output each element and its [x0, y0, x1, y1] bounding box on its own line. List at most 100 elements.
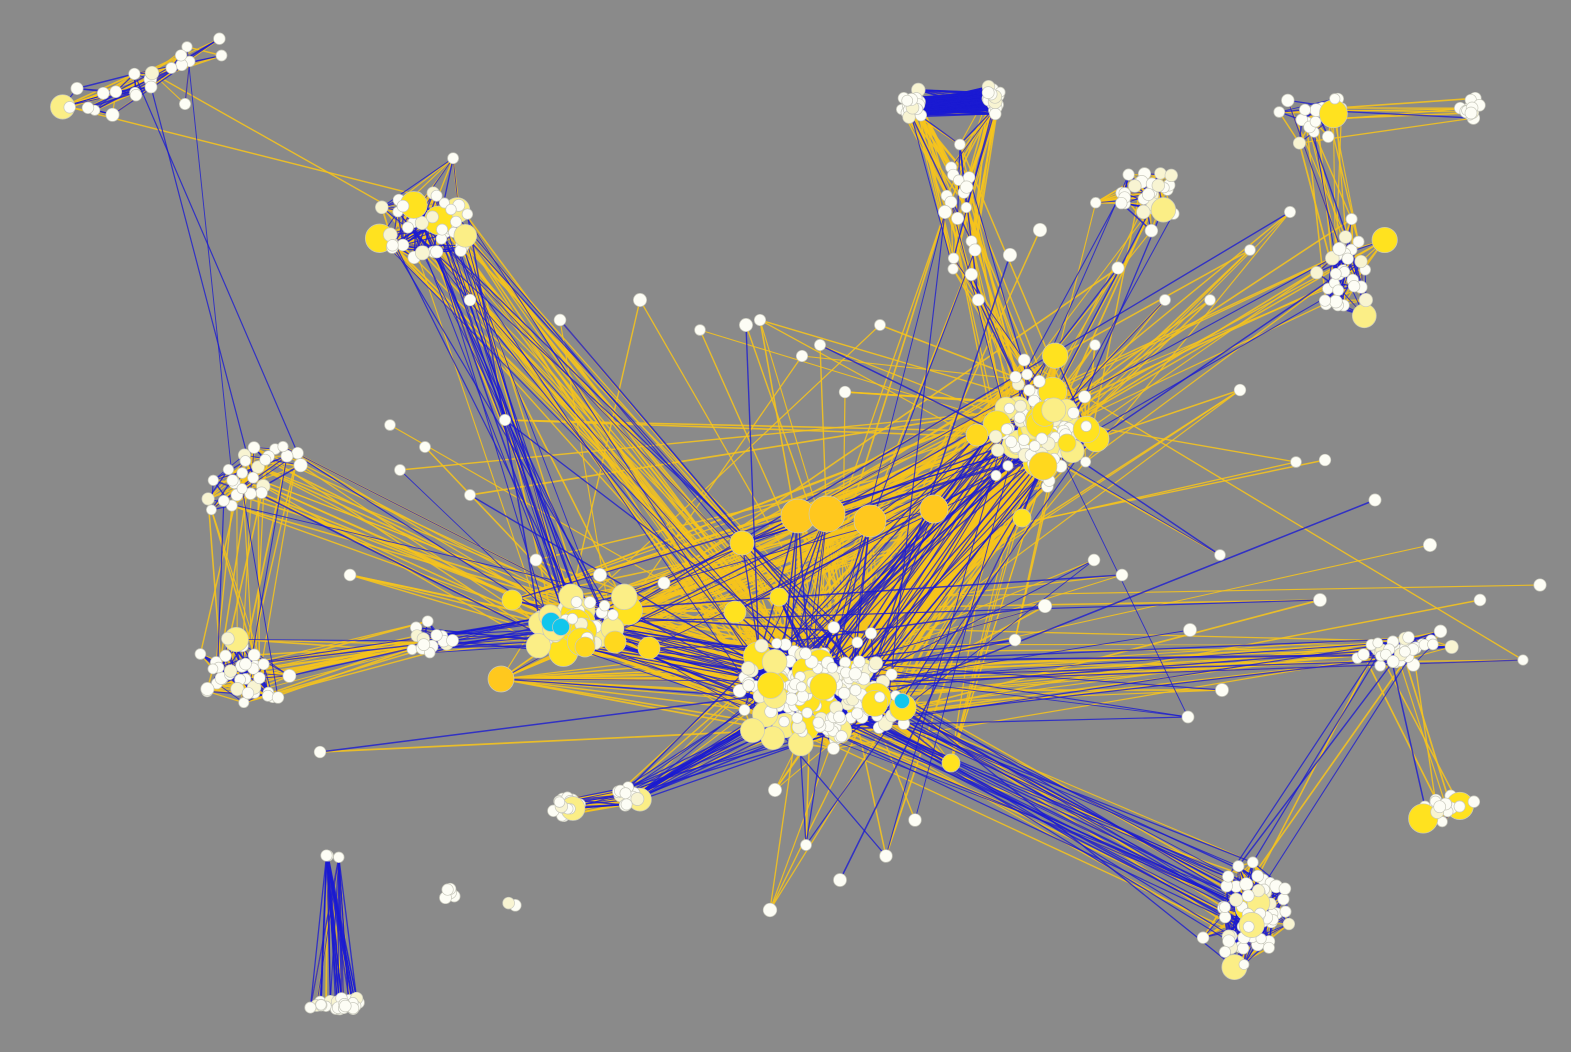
graph-node[interactable]: [619, 787, 632, 800]
graph-node[interactable]: [426, 210, 439, 224]
graph-node[interactable]: [741, 661, 756, 676]
graph-node[interactable]: [446, 634, 459, 647]
graph-node[interactable]: [1279, 905, 1292, 918]
graph-node[interactable]: [853, 504, 887, 538]
graph-node[interactable]: [1021, 368, 1033, 381]
graph-node[interactable]: [1003, 402, 1015, 414]
graph-node[interactable]: [1017, 353, 1031, 367]
graph-node[interactable]: [1141, 187, 1155, 201]
graph-node[interactable]: [401, 221, 414, 234]
graph-node[interactable]: [430, 629, 443, 642]
graph-node[interactable]: [769, 587, 789, 607]
graph-node[interactable]: [633, 293, 647, 307]
graph-node[interactable]: [453, 224, 478, 248]
graph-node[interactable]: [257, 658, 270, 671]
graph-node[interactable]: [951, 211, 965, 225]
graph-node[interactable]: [421, 615, 434, 628]
graph-node[interactable]: [1042, 342, 1069, 369]
graph-node[interactable]: [396, 238, 410, 252]
graph-node[interactable]: [1473, 593, 1487, 607]
graph-node[interactable]: [1032, 375, 1046, 388]
graph-node[interactable]: [1290, 456, 1302, 468]
graph-node[interactable]: [657, 576, 671, 590]
graph-node[interactable]: [848, 667, 862, 681]
graph-node[interactable]: [1357, 648, 1370, 661]
graph-node[interactable]: [81, 101, 95, 114]
graph-node[interactable]: [1329, 93, 1341, 105]
graph-node[interactable]: [1423, 538, 1437, 552]
graph-node[interactable]: [1332, 284, 1345, 297]
graph-node[interactable]: [424, 647, 436, 659]
graph-node[interactable]: [965, 423, 989, 447]
graph-node[interactable]: [1292, 136, 1306, 150]
graph-node[interactable]: [1014, 399, 1027, 413]
graph-node[interactable]: [1433, 624, 1448, 638]
graph-node[interactable]: [271, 691, 285, 704]
graph-node[interactable]: [1115, 196, 1128, 210]
graph-node[interactable]: [1374, 660, 1386, 672]
graph-node[interactable]: [174, 49, 188, 62]
graph-node[interactable]: [247, 441, 261, 454]
graph-node[interactable]: [464, 489, 476, 501]
graph-node[interactable]: [1282, 917, 1296, 931]
graph-node[interactable]: [499, 414, 511, 426]
graph-node[interactable]: [757, 671, 785, 699]
graph-node[interactable]: [1352, 235, 1365, 248]
graph-node[interactable]: [971, 293, 985, 307]
graph-node[interactable]: [1067, 406, 1080, 420]
graph-node[interactable]: [1310, 266, 1324, 280]
graph-node[interactable]: [1338, 230, 1353, 244]
graph-node[interactable]: [450, 215, 462, 228]
graph-node[interactable]: [1241, 889, 1255, 903]
graph-node[interactable]: [1089, 339, 1101, 351]
graph-node[interactable]: [960, 180, 974, 194]
graph-node[interactable]: [414, 215, 429, 230]
graph-node[interactable]: [1464, 106, 1478, 120]
graph-node[interactable]: [874, 319, 886, 331]
graph-node[interactable]: [1402, 631, 1415, 644]
graph-node[interactable]: [1427, 638, 1439, 651]
graph-node[interactable]: [1222, 934, 1236, 948]
graph-node[interactable]: [1453, 800, 1466, 813]
graph-node[interactable]: [800, 839, 812, 851]
graph-node[interactable]: [247, 648, 261, 662]
graph-node[interactable]: [742, 679, 755, 692]
graph-node[interactable]: [1351, 303, 1377, 329]
graph-node[interactable]: [386, 239, 399, 252]
graph-node[interactable]: [583, 596, 597, 609]
graph-node[interactable]: [1372, 637, 1384, 649]
graph-node[interactable]: [1239, 877, 1254, 892]
graph-node[interactable]: [463, 293, 477, 307]
graph-node[interactable]: [968, 243, 982, 257]
graph-node[interactable]: [738, 704, 751, 716]
graph-node[interactable]: [1009, 370, 1022, 384]
graph-node[interactable]: [1164, 168, 1178, 183]
graph-node[interactable]: [282, 669, 297, 683]
graph-node[interactable]: [1318, 453, 1332, 467]
graph-node[interactable]: [574, 636, 596, 658]
graph-node[interactable]: [991, 443, 1005, 457]
graph-node[interactable]: [201, 492, 215, 506]
graph-node[interactable]: [784, 692, 799, 706]
graph-node[interactable]: [109, 85, 123, 98]
graph-node[interactable]: [853, 655, 866, 668]
graph-node[interactable]: [181, 41, 193, 53]
graph-node[interactable]: [1150, 197, 1177, 223]
graph-node[interactable]: [241, 686, 255, 700]
graph-node[interactable]: [1354, 254, 1368, 269]
graph-node[interactable]: [417, 638, 431, 651]
graph-node[interactable]: [1115, 568, 1129, 582]
graph-node[interactable]: [339, 999, 352, 1013]
graph-node[interactable]: [320, 849, 333, 862]
graph-node[interactable]: [244, 487, 257, 500]
graph-node[interactable]: [1204, 294, 1216, 306]
graph-node[interactable]: [1517, 654, 1529, 666]
graph-node[interactable]: [1008, 633, 1022, 647]
graph-node[interactable]: [630, 792, 645, 806]
graph-node[interactable]: [837, 687, 851, 700]
graph-node[interactable]: [419, 441, 431, 453]
graph-node[interactable]: [1037, 598, 1053, 614]
graph-node[interactable]: [1309, 115, 1322, 128]
graph-node[interactable]: [1028, 451, 1058, 481]
graph-node[interactable]: [874, 691, 886, 703]
